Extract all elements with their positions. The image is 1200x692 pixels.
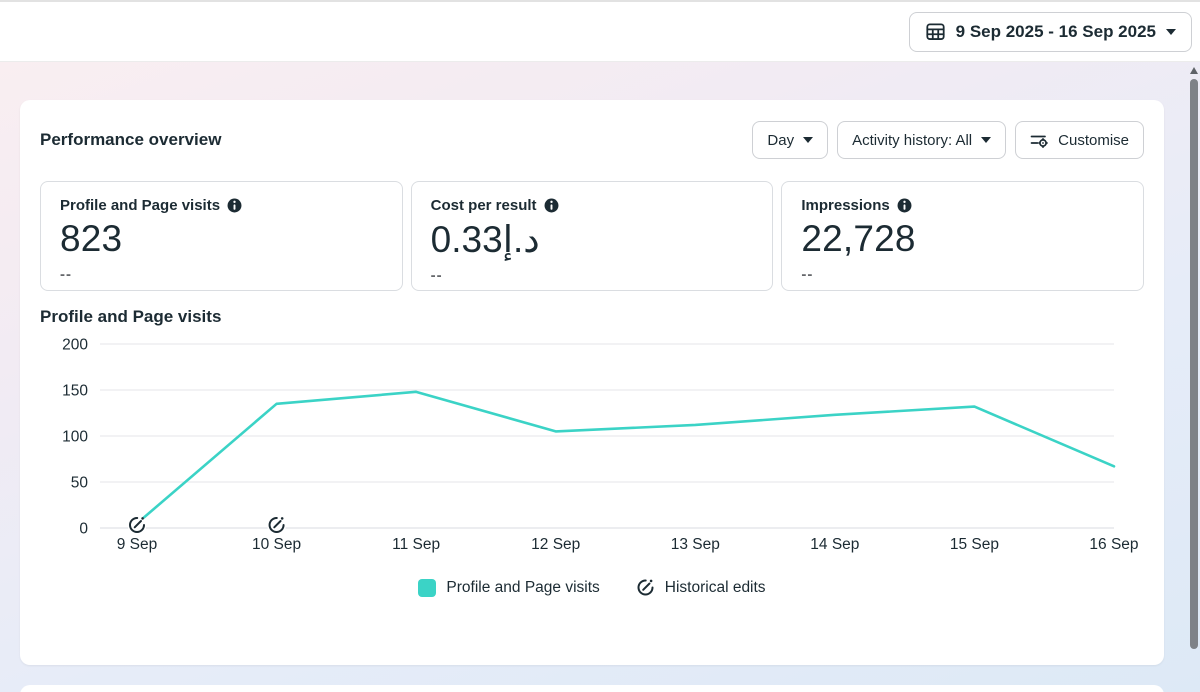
chart-legend: Profile and Page visits Historical edits — [40, 578, 1144, 597]
date-range-label: 9 Sep 2025 - 16 Sep 2025 — [955, 21, 1156, 41]
chevron-down-icon — [803, 137, 814, 143]
scrollbar[interactable] — [1188, 64, 1200, 692]
customise-button[interactable]: Customise — [1015, 121, 1144, 159]
metric-label: Profile and Page visits — [60, 197, 221, 214]
next-section-card — [20, 685, 1164, 692]
svg-text:16 Sep: 16 Sep — [1089, 536, 1138, 553]
metric-value: 0.33د.إ — [430, 219, 540, 260]
legend-item-historical-edits: Historical edits — [636, 578, 766, 597]
metric-delta: -- — [60, 266, 72, 283]
customise-sliders-gear-icon — [1030, 131, 1049, 150]
metric-card-cost-per-result: Cost per result 0.33د.إ -- — [410, 181, 774, 291]
chevron-down-icon — [1166, 28, 1176, 35]
calendar-icon — [925, 21, 946, 42]
date-range-button[interactable]: 9 Sep 2025 - 16 Sep 2025 — [908, 11, 1192, 52]
legend-item-series: Profile and Page visits — [418, 578, 600, 597]
scroll-up-arrow[interactable] — [1190, 67, 1198, 74]
scrollbar-thumb[interactable] — [1190, 79, 1198, 649]
svg-text:200: 200 — [62, 337, 88, 354]
chart-title: Profile and Page visits — [40, 307, 222, 326]
customise-label: Customise — [1058, 131, 1129, 149]
day-dropdown[interactable]: Day — [752, 121, 829, 159]
svg-text:12 Sep: 12 Sep — [531, 536, 580, 553]
series-swatch — [418, 578, 437, 597]
legend-series-label: Profile and Page visits — [446, 578, 600, 596]
info-icon[interactable] — [227, 198, 242, 213]
metric-label: Impressions — [801, 197, 890, 214]
activity-history-dropdown[interactable]: Activity history: All — [837, 121, 1007, 159]
metric-delta: -- — [801, 266, 814, 283]
metric-card-impressions: Impressions 22,728 -- — [781, 181, 1145, 291]
svg-text:15 Sep: 15 Sep — [950, 536, 999, 553]
legend-edits-label: Historical edits — [664, 578, 766, 596]
visits-line-chart: 0 50 100 150 200 9 Sep 10 Sep 11 Sep 12 Sep 13 Se… — [40, 333, 1144, 566]
svg-text:14 Sep: 14 Sep — [810, 536, 859, 553]
metrics-row: Profile and Page visits 823 -- Cost per … — [40, 181, 1145, 291]
activity-history-label: Activity history: All — [852, 131, 973, 149]
svg-text:11 Sep: 11 Sep — [392, 536, 440, 553]
metric-value: 22,728 — [801, 218, 916, 259]
metric-card-profile-visits: Profile and Page visits 823 -- — [40, 181, 403, 291]
info-icon[interactable] — [897, 198, 912, 213]
card-header: Performance overview Day Activity histor… — [40, 100, 1144, 159]
top-divider — [0, 0, 1200, 2]
metric-label: Cost per result — [430, 197, 537, 214]
svg-text:150: 150 — [62, 383, 88, 400]
metric-delta: -- — [430, 267, 443, 284]
info-icon[interactable] — [544, 198, 559, 213]
svg-text:9 Sep: 9 Sep — [117, 536, 158, 553]
day-dropdown-label: Day — [767, 131, 795, 149]
svg-text:10 Sep: 10 Sep — [252, 536, 301, 553]
top-bar: 9 Sep 2025 - 16 Sep 2025 — [0, 2, 1200, 62]
performance-overview-card: Performance overview Day Activity histor… — [20, 100, 1164, 665]
chevron-down-icon — [981, 137, 992, 143]
historical-edits-icon — [636, 578, 655, 597]
svg-text:50: 50 — [71, 475, 89, 492]
section-title: Performance overview — [40, 130, 222, 149]
svg-text:13 Sep: 13 Sep — [671, 536, 720, 553]
svg-text:100: 100 — [62, 429, 88, 446]
page-background: Performance overview Day Activity histor… — [0, 62, 1200, 692]
controls-row: Day Activity history: All — [752, 121, 1144, 159]
svg-text:0: 0 — [79, 521, 88, 538]
metric-value: 823 — [60, 218, 123, 259]
